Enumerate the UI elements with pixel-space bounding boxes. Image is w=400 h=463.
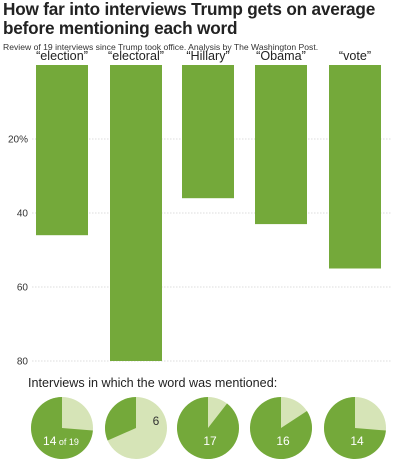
- bar-2: [110, 65, 162, 361]
- pie-label-5: 14: [350, 434, 364, 448]
- pie-slice-3: [176, 397, 239, 459]
- bar-5: [329, 65, 381, 269]
- pie-slice-1: [30, 397, 93, 459]
- bar-3: [182, 65, 234, 199]
- pie-label-2: 6: [153, 414, 160, 428]
- pie-section-caption: Interviews in which the word was mention…: [28, 376, 278, 390]
- pie-label-4: 16: [276, 434, 290, 448]
- chart-title: How far into interviews Trump gets on av…: [3, 0, 376, 38]
- category-label-1: “election”: [36, 49, 88, 63]
- category-label-3: “Hillary”: [186, 49, 229, 63]
- chart-subtitle: Review of 19 interviews since Trump took…: [3, 42, 319, 52]
- pie-slice-5: [323, 397, 386, 459]
- pie-slice-4: [250, 397, 313, 459]
- y-tick-label-40: 40: [17, 209, 29, 220]
- pie-label-1: 14 of 19: [43, 434, 79, 448]
- bar-1: [36, 65, 88, 236]
- pie-label-3: 17: [203, 434, 217, 448]
- category-label-2: “electoral”: [108, 49, 164, 63]
- pie-slice-2: [105, 397, 136, 441]
- category-label-5: “vote”: [339, 49, 371, 63]
- category-label-4: “Obama”: [256, 49, 306, 63]
- y-tick-label-80: 80: [17, 357, 29, 368]
- y-tick-label-20: 20%: [8, 135, 28, 146]
- bar-4: [255, 65, 307, 225]
- y-tick-label-60: 60: [17, 283, 29, 294]
